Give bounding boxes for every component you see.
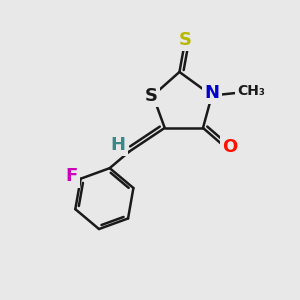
Text: F: F	[65, 167, 77, 185]
Text: H: H	[111, 136, 126, 154]
Text: N: N	[204, 84, 219, 102]
Text: CH₃: CH₃	[237, 84, 265, 98]
Text: S: S	[179, 31, 192, 49]
Text: S: S	[145, 86, 158, 104]
Text: O: O	[222, 138, 237, 156]
